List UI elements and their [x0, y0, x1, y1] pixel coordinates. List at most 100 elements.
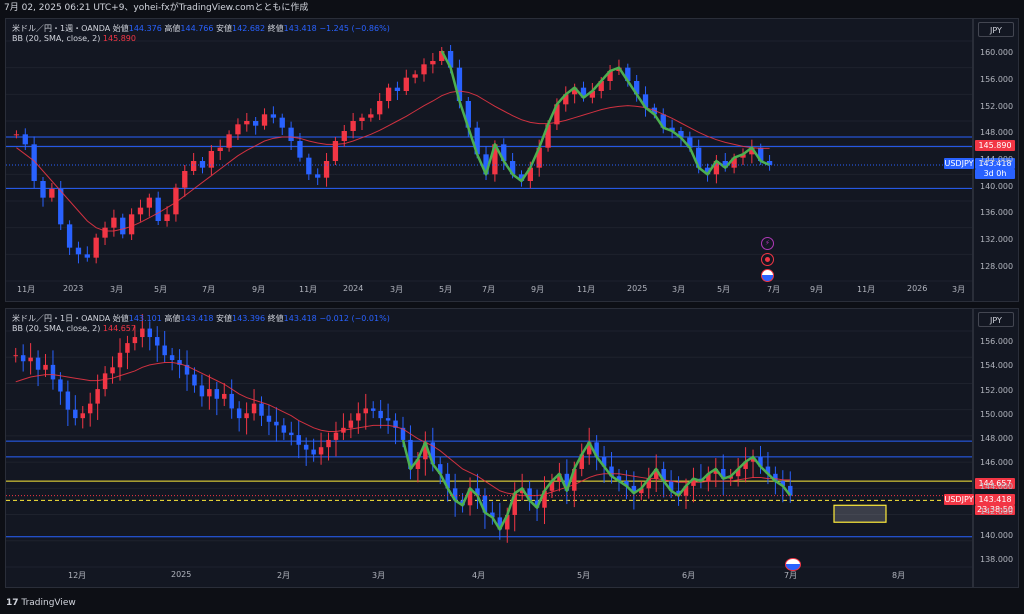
candle-body — [713, 468, 719, 474]
candle-body — [303, 444, 309, 450]
candle-body — [177, 360, 182, 365]
candle-body — [696, 147, 702, 168]
candle-body — [669, 127, 675, 131]
daily-chart-canvas[interactable] — [6, 309, 973, 588]
candle-body — [217, 147, 223, 151]
price-axis-label: 160.000 — [980, 48, 1014, 58]
candle-body — [439, 51, 445, 61]
candle-body — [359, 117, 365, 121]
candle-body — [408, 439, 413, 469]
candle-body — [199, 161, 206, 168]
candle-body — [348, 420, 354, 428]
candle-body — [244, 413, 249, 419]
candle-body — [687, 137, 693, 148]
candle-body — [625, 67, 631, 81]
candle-body — [95, 389, 100, 404]
time-axis-label: 3月 — [672, 285, 686, 294]
candle-body — [296, 435, 301, 445]
candle-body — [601, 456, 607, 467]
candle-body — [35, 357, 41, 370]
price-axis-label: 140.000 — [980, 530, 1014, 540]
candle-body — [377, 101, 383, 115]
candle-body — [607, 71, 613, 81]
weekly-chart-canvas[interactable] — [6, 19, 973, 302]
weekly-bb-price-tag: 145.890 — [975, 140, 1015, 151]
candle-body — [229, 393, 234, 409]
candle-body — [456, 67, 463, 101]
candle-body — [393, 420, 398, 428]
candle-body — [137, 207, 144, 215]
candle-body — [773, 473, 778, 482]
event-icon-flash[interactable]: ⚡ — [761, 237, 774, 250]
candle-body — [125, 343, 130, 353]
candle-body — [182, 171, 188, 188]
weekly-symbol-tag: USDJPY — [944, 158, 974, 169]
candle-body — [266, 415, 272, 422]
candle-body — [571, 87, 578, 95]
candle-body — [128, 214, 135, 235]
candle-body — [465, 101, 471, 128]
candle-body — [289, 432, 294, 436]
candle-body — [236, 408, 242, 419]
candle-body — [438, 464, 443, 474]
daily-bb-legend: BB (20, SMA, close, 2) 144.657 — [12, 324, 136, 333]
time-axis-label: 3月 — [390, 285, 404, 294]
price-axis-label: 140.000 — [980, 181, 1014, 191]
time-axis-label: 6月 — [682, 571, 696, 580]
time-axis-label: 9月 — [531, 285, 545, 294]
candle-body — [639, 488, 644, 494]
price-axis-label: 144.000 — [980, 155, 1014, 164]
candle-body — [423, 442, 428, 460]
time-axis-label: 3月 — [952, 285, 966, 294]
candle-body — [75, 247, 82, 255]
candle-body — [93, 237, 99, 258]
weekly-bb-legend: BB (20, SMA, close, 2) 145.890 — [12, 34, 136, 43]
daily-last-price-tag: 143.418 — [975, 494, 1015, 505]
daily-currency-button[interactable]: JPY — [978, 312, 1014, 327]
time-axis-label: 12月 — [68, 571, 87, 580]
candle-body — [430, 61, 436, 65]
candle-body — [253, 121, 259, 126]
candle-body — [368, 114, 374, 118]
candle-body — [624, 481, 629, 486]
tradingview-logo[interactable]: 17 TradingView — [6, 598, 76, 608]
time-axis-label: 11月 — [17, 285, 36, 294]
candle-body — [102, 227, 108, 238]
candle-body — [208, 151, 215, 168]
candle-body — [678, 131, 684, 138]
time-axis-label: 11月 — [577, 285, 596, 294]
candle-body — [311, 449, 316, 455]
weekly-last-price-tag: 143.418 — [975, 158, 1015, 169]
candle-body — [28, 357, 33, 362]
candle-body — [412, 74, 418, 78]
event-icon-us-flag-daily[interactable] — [785, 558, 801, 571]
weekly-currency-button[interactable]: JPY — [978, 22, 1014, 37]
candle-body — [102, 373, 108, 390]
candle-body — [474, 127, 480, 155]
daily-change: −0.012 (−0.01%) — [319, 314, 390, 323]
candle-body — [572, 468, 577, 491]
candle-body — [87, 403, 93, 414]
candle-body — [403, 77, 409, 91]
candle-body — [549, 481, 555, 491]
target-zone-box — [833, 504, 887, 523]
candle-body — [579, 454, 584, 469]
candle-body — [214, 389, 220, 399]
candle-body — [509, 161, 516, 175]
daily-chart-pane[interactable]: 米ドル／円・1日・OANDA 始値143.101 高値143.418 安値143… — [5, 308, 973, 588]
candle-body — [288, 127, 294, 141]
event-icon-record[interactable] — [761, 253, 774, 266]
candle-body — [279, 117, 285, 128]
price-axis-label: 148.000 — [980, 433, 1014, 443]
time-axis-label: 2024 — [343, 284, 364, 293]
daily-price-axis[interactable] — [973, 308, 1019, 588]
candle-body — [251, 403, 257, 414]
event-icon-us-flag[interactable] — [761, 269, 774, 282]
time-axis-label: 11月 — [299, 285, 318, 294]
candle-body — [704, 167, 711, 175]
candle-body — [350, 121, 356, 131]
candle-body — [40, 181, 46, 198]
candle-body — [318, 447, 324, 455]
weekly-chart-pane[interactable]: 米ドル／円・1週・OANDA 始値144.376 高値144.766 安値142… — [5, 18, 973, 302]
candle-body — [545, 124, 551, 148]
